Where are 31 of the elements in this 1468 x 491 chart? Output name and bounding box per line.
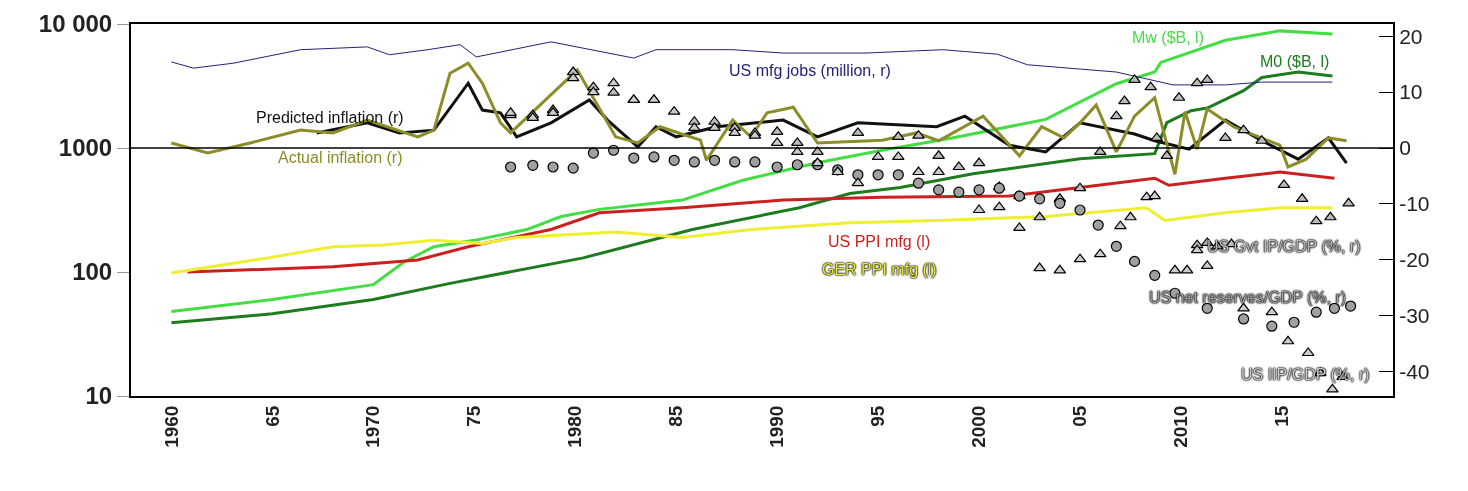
text: US PPI mfg (l) <box>828 233 931 250</box>
y2-tick-label: -40 <box>1399 359 1430 383</box>
series-label: Mw ($B, l) <box>1132 29 1204 46</box>
y2-tick-label: 0 <box>1399 136 1411 160</box>
x-tick-label: 05 <box>1069 405 1091 427</box>
x-tick-label: 95 <box>867 405 889 427</box>
y2-tick-label: -30 <box>1399 303 1430 327</box>
series-label: Actual inflation (r) <box>278 149 403 166</box>
x-tick-label: 1970 <box>362 405 384 448</box>
x-tick-label: 2010 <box>1170 405 1192 448</box>
y2-tick-label: -10 <box>1399 192 1430 216</box>
y2-tick-label: -20 <box>1399 248 1430 272</box>
y2-tick-label: 10 <box>1399 80 1423 104</box>
y-tick-label: 10 000 <box>38 10 113 38</box>
y-tick-label: 100 <box>72 258 113 286</box>
x-tick-label: 1980 <box>564 405 586 448</box>
x-tick-label: 75 <box>463 405 485 427</box>
x-tick-label: 1990 <box>766 405 788 448</box>
x-tick-label: 15 <box>1271 405 1293 427</box>
x-tick-label: 85 <box>665 405 687 427</box>
x-tick-label: 2000 <box>968 405 990 448</box>
x-tick-label: 1960 <box>160 405 182 448</box>
y-tick-label: 1000 <box>58 134 113 162</box>
y2-tick-label: 20 <box>1399 24 1423 48</box>
text: GER PPI mfg (l) <box>822 261 937 278</box>
x-tick-label: 65 <box>261 405 283 427</box>
series-label: US net reserves/GDP (%, r) <box>1149 289 1347 306</box>
series-label: US mfg jobs (million, r) <box>729 62 891 79</box>
series-label: M0 ($B, l) <box>1260 53 1330 70</box>
y-tick-label: 10 <box>85 382 113 410</box>
series-label: Predicted inflation (r) <box>256 109 404 126</box>
